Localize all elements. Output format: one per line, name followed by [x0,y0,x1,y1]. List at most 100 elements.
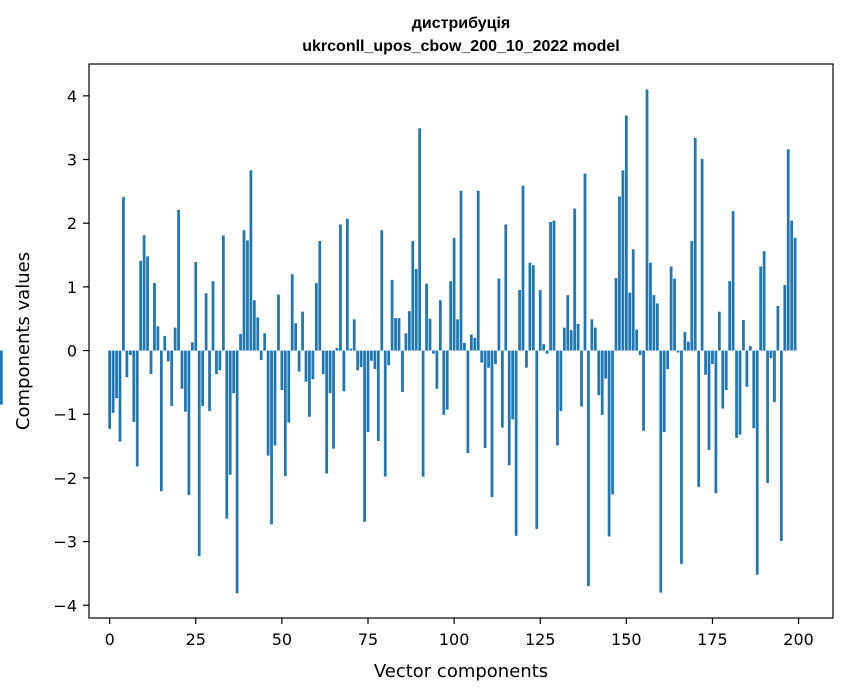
bar [407,311,411,351]
bar [314,283,318,351]
bar [504,224,508,351]
bar [301,311,304,351]
y-tick-label: 4 [67,87,77,106]
bar [122,197,125,351]
bar [483,350,487,448]
bar [469,334,473,351]
bar [700,158,704,351]
bar [655,303,659,351]
bar [711,350,714,364]
bar [194,262,198,351]
bar [163,335,167,351]
bar [339,224,342,351]
y-axis-label: Components values [13,252,34,430]
y-tick-label: 0 [67,342,77,361]
bar [128,350,132,356]
bar [225,350,229,519]
bar [624,115,628,351]
bar [752,350,756,429]
bar [542,344,546,351]
bar [421,350,425,477]
x-tick-label: 175 [697,630,728,649]
bar [659,350,663,593]
bar [280,350,284,391]
bar [642,350,645,431]
bar [115,350,118,399]
bar [769,350,773,359]
bar [146,256,149,351]
bar [311,350,315,380]
bar [459,190,463,351]
bar [321,350,325,375]
bar [569,330,573,351]
bar [576,323,580,351]
bar [108,350,112,429]
bar [442,350,446,415]
bar [304,350,308,382]
bar [190,342,194,351]
bar [635,329,639,351]
bar [356,350,360,371]
bar [614,277,618,351]
bar [249,170,253,351]
bar [521,185,525,351]
x-tick-label: 75 [358,630,378,649]
bar [525,350,528,368]
bar [273,350,277,446]
bar [738,350,742,435]
y-axis-ticks: −4 −3 −2 −1 0 1 2 3 4 [53,87,89,615]
bar [139,260,143,351]
x-tick-label: 125 [525,630,556,649]
bar [438,300,442,351]
bar [149,350,153,375]
bar [497,278,501,351]
bar [318,241,322,351]
bar [394,318,397,351]
bar [277,294,280,351]
bar [376,350,380,441]
bar [159,350,163,492]
bar [690,241,694,351]
x-axis-ticks: 0 25 50 75 100 125 150 175 200 [105,618,814,649]
bar [204,293,208,351]
bar [666,350,670,370]
bar [111,350,115,413]
bar [252,300,256,351]
bar [466,350,470,454]
bar [332,350,335,449]
bar [232,350,236,394]
bar [783,284,787,351]
chart-title: дистрибуція [412,15,511,32]
bar [714,350,718,494]
bar [742,319,745,351]
bar [173,327,177,351]
bar [597,350,601,396]
bar [490,350,494,498]
x-axis-label: Vector components [374,661,548,682]
bar [342,350,346,392]
bar [242,230,246,351]
bar [380,230,384,351]
bar [432,350,435,354]
bar [593,327,597,351]
y-tick-label: −4 [53,596,77,615]
bar [197,350,201,557]
bar [352,319,356,351]
bar [359,350,363,368]
bar [755,350,759,575]
bar [638,350,642,356]
bars-group [0,89,797,594]
bar [370,350,373,361]
bar [693,137,697,351]
bar [428,318,432,351]
bar [463,342,466,351]
bar [590,319,594,351]
bar [528,262,532,351]
bar [779,350,783,541]
bar [435,350,439,389]
bar [308,350,311,417]
x-tick-label: 50 [272,630,292,649]
y-tick-label: 3 [67,151,77,170]
bar [562,327,566,351]
bar [401,350,404,392]
